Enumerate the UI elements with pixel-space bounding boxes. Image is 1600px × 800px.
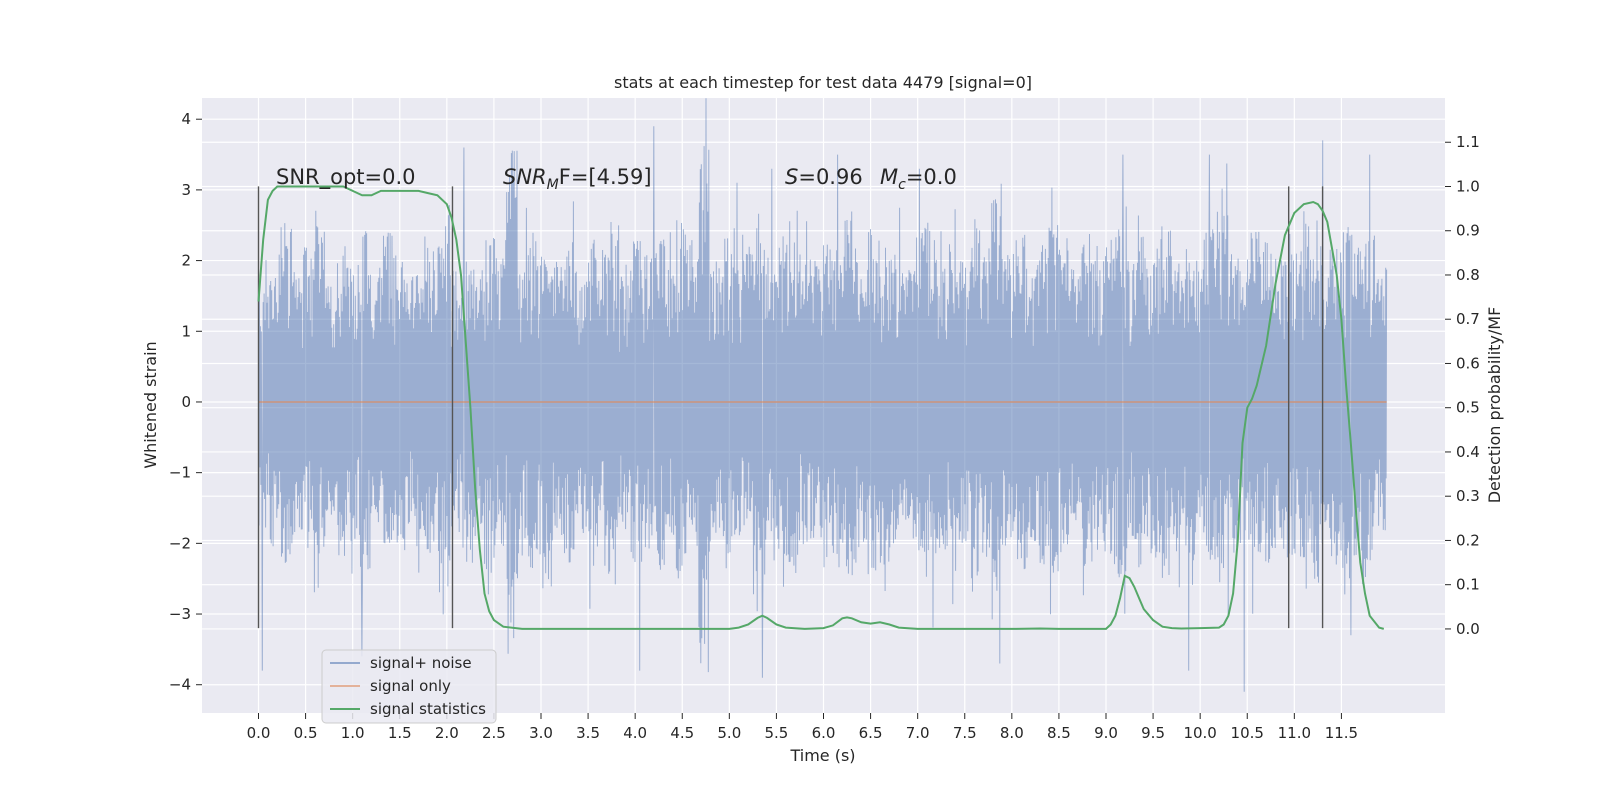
x-tick-label: 10.0 <box>1183 724 1216 742</box>
x-axis-label: Time (s) <box>789 746 855 765</box>
y2-ticks: 1.1 1.0 0.9 0.8 0.7 0.6 0.5 0.4 0.3 0.2 0.1 0.0 <box>1445 133 1480 638</box>
x-tick-label: 3.0 <box>529 724 553 742</box>
x-tick-label: 11.0 <box>1278 724 1311 742</box>
x-tick-label: 7.5 <box>953 724 977 742</box>
y2-tick-label: 0.6 <box>1456 354 1480 372</box>
x-tick-label: 1.5 <box>388 724 412 742</box>
y2-tick-label: 0.2 <box>1456 531 1480 549</box>
x-tick-label: 6.5 <box>859 724 883 742</box>
chart-title: stats at each timestep for test data 447… <box>614 73 1032 92</box>
x-tick-label: 4.5 <box>670 724 694 742</box>
x-tick-label: 8.5 <box>1047 724 1071 742</box>
stats-series-group <box>257 185 1385 630</box>
x-tick-label: 2.5 <box>482 724 506 742</box>
y-axis-label: Whitened strain <box>141 341 160 468</box>
y2-tick-label: 0.9 <box>1456 222 1480 240</box>
y2-tick-label: 1.1 <box>1456 133 1480 151</box>
x-tick-label: 11.5 <box>1325 724 1358 742</box>
legend: signal+ noise signal only signal statist… <box>321 649 497 724</box>
x-tick-label: 5.0 <box>717 724 741 742</box>
y2-tick-label: 0.0 <box>1456 620 1480 638</box>
y2-tick-label: 0.3 <box>1456 487 1480 505</box>
s-main: S <box>785 165 798 189</box>
mc-rest: =0.0 <box>906 165 957 189</box>
x-tick-label: 1.0 <box>341 724 365 742</box>
y2-axis-label: Detection probability/MF <box>1485 307 1504 504</box>
y-tick-label: 2 <box>181 252 191 270</box>
x-tick-label: 0.5 <box>294 724 318 742</box>
annotation-snr-mf: SNRMF=[4.59] <box>503 165 652 193</box>
mc-sub: c <box>898 177 906 193</box>
snr-mf-sub: M <box>547 177 559 193</box>
annotation-s: S=0.96 <box>785 165 863 189</box>
legend-label-signal: signal only <box>370 677 451 695</box>
series-signal-noise-line <box>258 98 1388 692</box>
y-tick-label: −4 <box>169 676 191 694</box>
legend-label-stats: signal statistics <box>370 700 486 718</box>
y-ticks: 4 3 2 1 0 −1 −2 −3 −4 <box>169 110 202 694</box>
y-tick-label: 4 <box>181 110 191 128</box>
x-tick-label: 3.5 <box>576 724 600 742</box>
y-tick-label: 1 <box>181 322 191 340</box>
legend-box <box>321 649 497 724</box>
s-rest: =0.96 <box>798 165 862 189</box>
x-tick-label: 9.0 <box>1094 724 1118 742</box>
snr-mf-main: SNR <box>503 165 547 189</box>
annotation-snr-opt: SNR_opt=0.0 <box>276 165 416 190</box>
snr-mf-rest: F=[4.59] <box>559 165 652 189</box>
mc-main: M <box>880 165 898 189</box>
y-tick-label: 3 <box>181 181 191 199</box>
y-tick-label: −1 <box>169 464 191 482</box>
x-tick-label: 9.5 <box>1141 724 1165 742</box>
x-tick-label: 8.0 <box>1000 724 1024 742</box>
noise-series-group <box>258 98 1388 692</box>
annotation-mc: Mc=0.0 <box>880 165 957 193</box>
x-tick-label: 5.5 <box>764 724 788 742</box>
y2-tick-label: 0.5 <box>1456 399 1480 417</box>
y-tick-label: −2 <box>169 534 191 552</box>
y2-tick-label: 1.0 <box>1456 177 1480 195</box>
x-tick-label: 7.0 <box>906 724 930 742</box>
vertical-markers <box>257 186 1324 629</box>
y2-tick-label: 0.7 <box>1456 310 1480 328</box>
legend-label-noise: signal+ noise <box>370 654 472 672</box>
series-signal-statistics-line <box>257 185 1385 630</box>
x-tick-label: 4.0 <box>623 724 647 742</box>
y-tick-label: −3 <box>169 605 191 623</box>
y2-tick-label: 0.1 <box>1456 576 1480 594</box>
x-tick-label: 0.0 <box>247 724 271 742</box>
y-tick-label: 0 <box>181 393 191 411</box>
y2-tick-label: 0.4 <box>1456 443 1480 461</box>
x-tick-label: 2.0 <box>435 724 459 742</box>
y2-tick-label: 0.8 <box>1456 266 1480 284</box>
x-ticks: 0.0 0.5 1.0 1.5 2.0 2.5 3.0 3.5 4.0 4.5 5.0 5.5 6.0 6… <box>247 713 1358 742</box>
x-tick-label: 10.5 <box>1231 724 1264 742</box>
x-tick-label: 6.0 <box>812 724 836 742</box>
